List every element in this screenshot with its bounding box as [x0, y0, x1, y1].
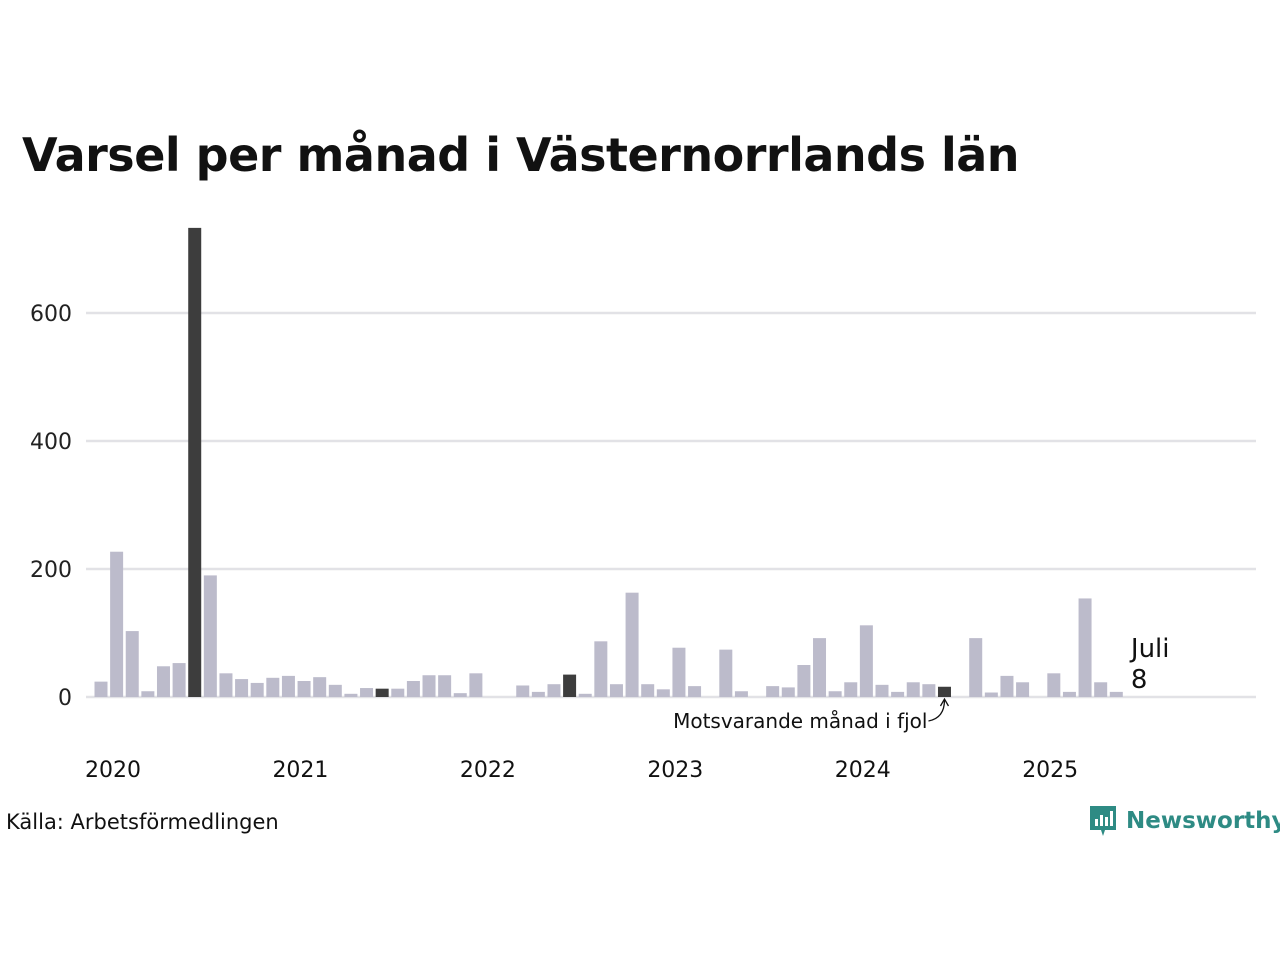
bar: [859, 625, 873, 697]
brand-name: Newsworthy: [1126, 808, 1280, 834]
bar: [1062, 691, 1076, 697]
bar: [94, 681, 108, 697]
bar: [1000, 675, 1014, 697]
bar: [250, 682, 264, 697]
bar: [844, 682, 858, 697]
brand: Newsworthy: [1088, 804, 1280, 838]
bar: [891, 691, 905, 697]
current-value-label: 8: [1131, 665, 1148, 695]
bar: [219, 673, 233, 697]
bar: [625, 592, 639, 697]
bar: [266, 677, 280, 697]
bar: [125, 631, 139, 697]
bar: [594, 641, 608, 697]
bar: [969, 638, 983, 697]
bar: [391, 688, 405, 697]
bar: [516, 685, 530, 697]
bar: [672, 647, 686, 697]
bar: [406, 681, 420, 697]
bar: [1094, 682, 1108, 697]
bar: [641, 684, 655, 697]
bar: [719, 649, 733, 697]
bar: [734, 691, 748, 697]
bar: [469, 673, 483, 697]
bar: [547, 684, 561, 697]
bar: [422, 675, 436, 697]
bar: [110, 551, 124, 697]
bar: [453, 693, 467, 697]
bar: [984, 692, 998, 697]
bar: [141, 691, 155, 697]
bar: [656, 689, 670, 697]
bar: [203, 575, 217, 697]
x-tick-label: 2024: [835, 758, 891, 783]
bar: [156, 666, 170, 697]
x-tick-label: 2025: [1022, 758, 1078, 783]
bar: [766, 686, 780, 697]
bar-chart-logo-icon: [1090, 806, 1116, 836]
bar: [188, 227, 202, 697]
bar: [578, 693, 592, 697]
bar: [906, 682, 920, 697]
source-note: Källa: Arbetsförmedlingen: [6, 810, 279, 834]
bar: [1109, 691, 1123, 697]
bar: [235, 679, 249, 697]
bar: [813, 638, 827, 697]
annotation-arrow: [928, 699, 946, 722]
bar: [781, 687, 795, 697]
bar: [828, 691, 842, 697]
bar: [1016, 682, 1030, 697]
bar: [360, 688, 374, 697]
annotation-label: Motsvarande månad i fjol: [673, 709, 927, 733]
bar: [328, 684, 342, 697]
bar: [313, 677, 327, 697]
bar: [1047, 673, 1061, 697]
bar: [609, 684, 623, 697]
bar: [375, 688, 389, 697]
bar: [531, 691, 545, 697]
bar: [438, 675, 452, 697]
x-tick-label: 2022: [460, 758, 516, 783]
y-tick-label: 200: [30, 558, 72, 583]
x-tick-label: 2020: [85, 758, 141, 783]
bar: [344, 693, 358, 697]
bar: [937, 686, 951, 697]
bar: [875, 684, 889, 697]
y-tick-label: 0: [58, 686, 72, 711]
y-tick-label: 400: [30, 430, 72, 455]
bar: [172, 663, 186, 697]
bar: [797, 665, 811, 697]
x-tick-label: 2023: [647, 758, 703, 783]
bar: [922, 684, 936, 697]
bar: [281, 675, 295, 697]
x-tick-label: 2021: [272, 758, 328, 783]
bar: [688, 686, 702, 697]
bar: [297, 681, 311, 697]
bar: [563, 674, 577, 697]
y-tick-label: 600: [30, 302, 72, 327]
bar: [1078, 598, 1092, 697]
annotation-arrowhead: [939, 697, 950, 707]
current-month-label: Juli: [1129, 634, 1170, 664]
page-title: Varsel per månad i Västernorrlands län: [22, 128, 1020, 182]
